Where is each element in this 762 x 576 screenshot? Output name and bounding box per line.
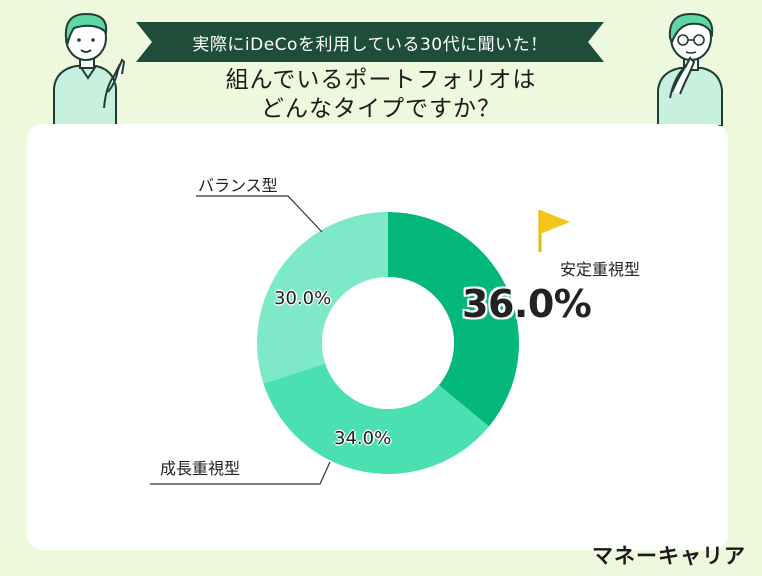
question-line-1: 組んでいるポートフォリオは <box>225 67 537 93</box>
question-title: 組んでいるポートフォリオは どんなタイプですか？ <box>150 66 612 124</box>
leader-line-balance <box>196 195 323 233</box>
donut-hole <box>322 277 454 409</box>
banner-text: 実際にiDeCoを利用している30代に聞いた！ <box>192 34 548 55</box>
woman-pointing-illustration <box>53 12 126 126</box>
banner-ribbon-shape <box>136 22 604 62</box>
slice-stable <box>388 212 519 427</box>
slice-growth <box>263 363 489 474</box>
man-thinking-illustration <box>657 12 723 126</box>
legend-label-stable: 安定重視型 <box>560 260 641 279</box>
question-line-2: どんなタイプですか？ <box>261 96 501 122</box>
yellow-flag-icon <box>538 210 570 252</box>
legend-label-balance: バランス型 <box>198 176 278 195</box>
brand-logo-text: マネーキャリア <box>592 544 746 568</box>
legend-label-growth: 成長重視型 <box>160 459 241 478</box>
header-banner: 実際にiDeCoを利用している30代に聞いた！ <box>136 22 604 62</box>
data-label-balance: 30.0% <box>274 288 332 309</box>
slice-balance <box>256 212 388 384</box>
leader-line-growth <box>150 461 331 485</box>
data-label-stable: 36.0% <box>462 282 592 326</box>
data-label-growth: 34.0% <box>334 428 392 449</box>
